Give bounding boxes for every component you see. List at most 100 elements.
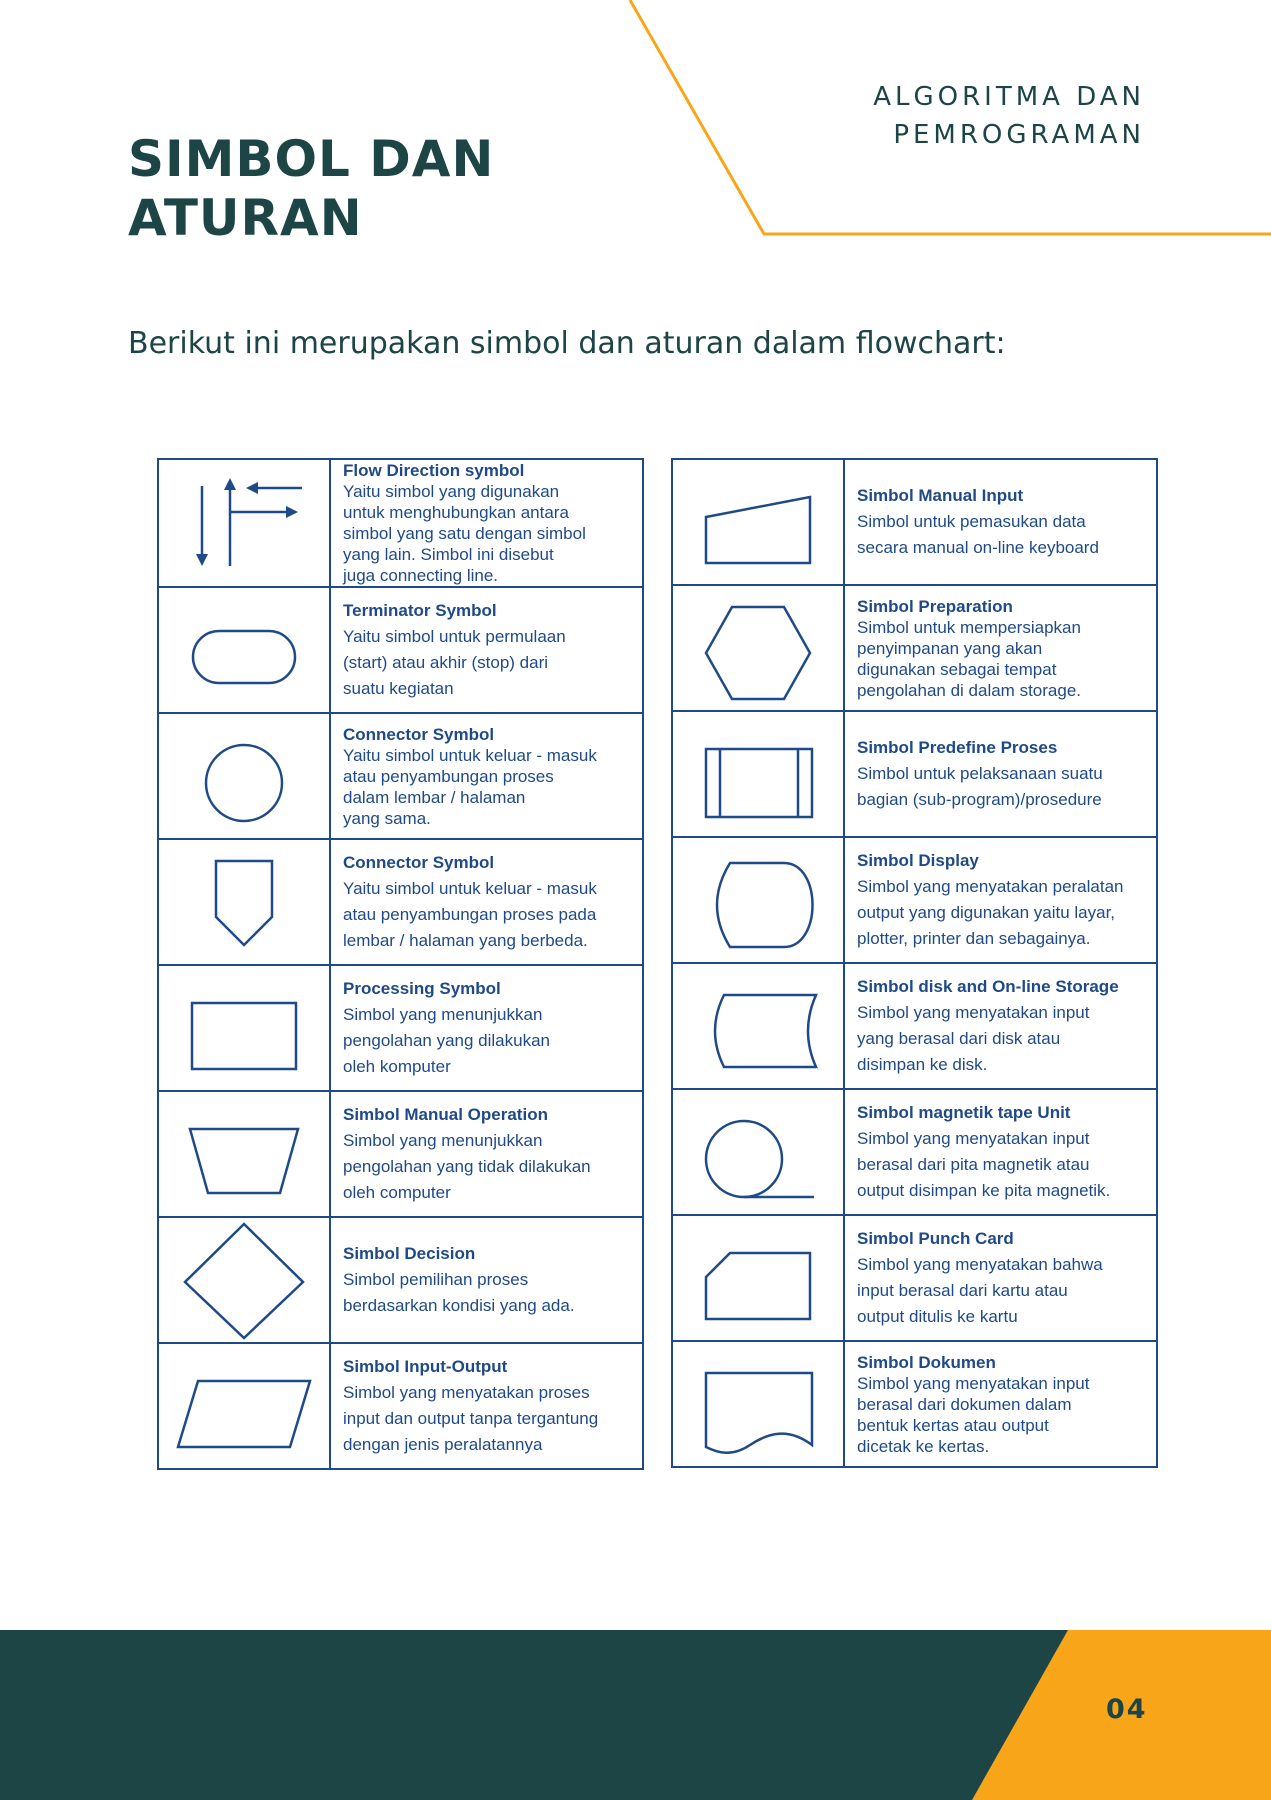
symbol-name: Simbol Decision <box>343 1244 476 1263</box>
subject-line-2: PEMROGRAMAN <box>893 120 1145 150</box>
symbol-description: Simbol Preparation Simbol untuk mempersi… <box>843 584 1158 712</box>
description-line: yang berasal dari disk atau <box>857 1029 1061 1048</box>
symbol-name: Connector Symbol <box>343 853 495 872</box>
table-row: Connector Symbol Yaitu simbol untuk kelu… <box>157 838 644 966</box>
flow-direction-icon <box>196 478 302 566</box>
table-row: Simbol Manual Input Simbol untuk pemasuk… <box>671 458 1158 586</box>
description-line: berdasarkan kondisi yang ada. <box>343 1296 575 1315</box>
symbol-cell <box>671 836 845 964</box>
description-line: atau penyambungan proses pada <box>343 905 597 924</box>
symbol-name: Terminator Symbol <box>343 601 497 620</box>
footer-band <box>0 1630 1271 1800</box>
manual-input-icon <box>704 495 812 565</box>
description-line: disimpan ke disk. <box>857 1055 988 1074</box>
symbol-cell <box>671 458 845 586</box>
intro-text: Berikut ini merupakan simbol dan aturan … <box>128 326 1006 361</box>
symbol-description: Connector Symbol Yaitu simbol untuk kelu… <box>329 712 644 840</box>
description-line: dalam lembar / halaman <box>343 787 526 807</box>
symbol-cell <box>157 586 331 714</box>
description-line: pengolahan yang dilakukan <box>343 1031 551 1050</box>
disk-storage-icon <box>713 993 818 1069</box>
symbol-description: Flow Direction symbol Yaitu simbol yang … <box>329 458 644 588</box>
table-row: Simbol disk and On-line Storage Simbol y… <box>671 962 1158 1090</box>
table-row: Simbol Decision Simbol pemilihan proses … <box>157 1216 644 1344</box>
description-line: berasal dari pita magnetik atau <box>857 1155 1090 1174</box>
page-title: SIMBOL DAN ATURAN <box>128 130 494 248</box>
symbol-name: Processing Symbol <box>343 979 501 998</box>
symbol-name: Simbol magnetik tape Unit <box>857 1103 1071 1122</box>
symbol-description: Connector Symbol Yaitu simbol untuk kelu… <box>329 838 644 966</box>
symbol-name: Simbol Punch Card <box>857 1229 1014 1248</box>
magnetic-tape-icon <box>704 1119 814 1199</box>
terminator-icon <box>191 629 297 685</box>
symbol-description: Simbol Manual Input Simbol untuk pemasuk… <box>843 458 1158 586</box>
description-line: bentuk kertas atau output <box>857 1415 1049 1435</box>
symbol-name: Simbol Display <box>857 851 979 870</box>
symbol-cell <box>671 1340 845 1468</box>
symbol-name: Flow Direction symbol <box>343 461 525 480</box>
symbol-cell <box>671 962 845 1090</box>
punch-card-icon <box>704 1251 812 1321</box>
symbol-description: Simbol magnetik tape Unit Simbol yang me… <box>843 1088 1158 1216</box>
description-line: pengolahan di dalam storage. <box>857 680 1081 700</box>
table-row: Simbol Input-Output Simbol yang menyatak… <box>157 1342 644 1470</box>
symbol-cell <box>671 1214 845 1342</box>
symbol-name: Simbol Manual Input <box>857 486 1024 505</box>
symbol-cell <box>157 1090 331 1218</box>
symbol-cell <box>157 458 331 588</box>
page-number: 04 <box>1106 1694 1148 1725</box>
description-line: juga connecting line. <box>343 566 499 585</box>
symbol-name: Simbol Input-Output <box>343 1357 508 1376</box>
description-line: dengan jenis peralatannya <box>343 1435 543 1454</box>
symbol-description: Simbol Input-Output Simbol yang menyatak… <box>329 1342 644 1470</box>
description-line: Simbol yang menunjukkan <box>343 1005 543 1024</box>
description-line: suatu kegiatan <box>343 679 454 698</box>
display-icon <box>715 861 814 949</box>
symbol-name: Simbol Preparation <box>857 596 1013 616</box>
symbol-cell <box>157 1342 331 1470</box>
description-line: input dan output tanpa tergantung <box>343 1409 599 1428</box>
description-line: Simbol pemilihan proses <box>343 1270 529 1289</box>
description-line: Yaitu simbol untuk keluar - masuk <box>343 879 597 898</box>
description-line: output yang digunakan yaitu layar, <box>857 903 1116 922</box>
table-row: Simbol Dokumen Simbol yang menyatakan in… <box>671 1340 1158 1468</box>
symbol-description: Simbol Display Simbol yang menyatakan pe… <box>843 836 1158 964</box>
description-line: untuk menghubungkan antara <box>343 503 569 522</box>
description-line: dicetak ke kertas. <box>857 1436 990 1456</box>
document-icon <box>704 1371 814 1454</box>
symbol-cell <box>671 584 845 712</box>
symbol-cell <box>157 964 331 1092</box>
connector-circle-icon <box>204 743 284 823</box>
subject-heading: ALGORITMA DAN PEMROGRAMAN <box>873 78 1145 154</box>
description-line: yang sama. <box>343 808 431 828</box>
symbol-description: Simbol disk and On-line Storage Simbol y… <box>843 962 1158 1090</box>
description-line: lembar / halaman yang berbeda. <box>343 931 588 950</box>
symbol-cell <box>157 838 331 966</box>
description-line: plotter, printer dan sebagainya. <box>857 929 1091 948</box>
symbol-name: Connector Symbol <box>343 724 495 744</box>
description-line: oleh komputer <box>343 1057 451 1076</box>
description-line: Simbol yang menyatakan input <box>857 1003 1090 1022</box>
decorative-orange-line <box>628 0 1271 236</box>
table-row: Simbol Punch Card Simbol yang menyatakan… <box>671 1214 1158 1342</box>
table-row: Simbol Manual Operation Simbol yang menu… <box>157 1090 644 1218</box>
description-line: Yaitu simbol untuk keluar - masuk <box>343 745 597 765</box>
description-line: Simbol yang menyatakan bahwa <box>857 1255 1103 1274</box>
symbol-name: Simbol Dokumen <box>857 1352 996 1372</box>
symbol-description: Simbol Dokumen Simbol yang menyatakan in… <box>843 1340 1158 1468</box>
symbol-description: Simbol Punch Card Simbol yang menyatakan… <box>843 1214 1158 1342</box>
description-line: Simbol yang menyatakan proses <box>343 1383 590 1402</box>
process-rectangle-icon <box>190 1001 298 1071</box>
symbol-name: Simbol Manual Operation <box>343 1105 548 1124</box>
preparation-hexagon-icon <box>704 605 812 701</box>
title-line-2: ATURAN <box>128 189 363 247</box>
off-page-connector-icon <box>214 859 274 947</box>
table-row: Flow Direction symbol Yaitu simbol yang … <box>157 458 644 588</box>
input-output-icon <box>176 1379 312 1449</box>
description-line: Yaitu simbol yang digunakan <box>343 482 560 501</box>
description-line: Simbol yang menunjukkan <box>343 1131 543 1150</box>
table-row: Connector Symbol Yaitu simbol untuk kelu… <box>157 712 644 840</box>
manual-operation-icon <box>188 1127 300 1195</box>
table-row: Processing Symbol Simbol yang menunjukka… <box>157 964 644 1092</box>
predefined-process-icon <box>704 747 814 819</box>
